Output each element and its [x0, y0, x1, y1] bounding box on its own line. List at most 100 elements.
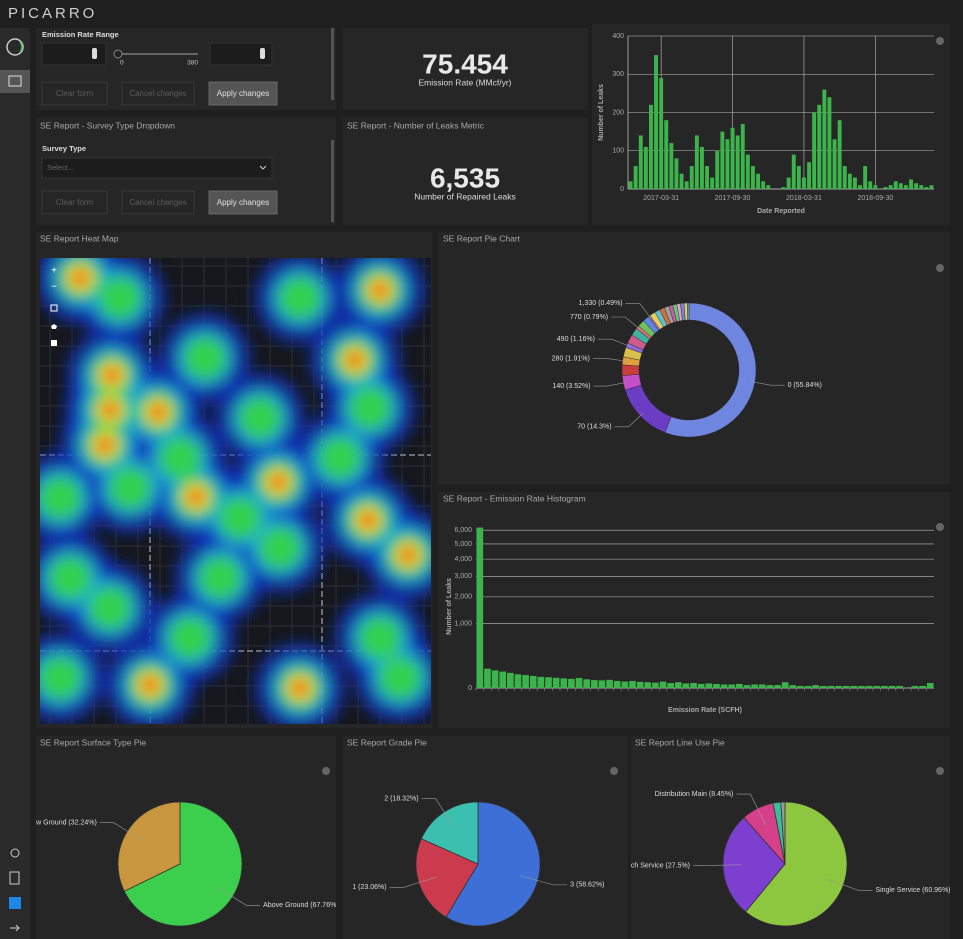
bar — [858, 685, 865, 688]
y-axis-title: Number of Leaks — [446, 578, 453, 635]
slice-label: Above Ground (67.76%) — [263, 902, 339, 909]
dashboard-icon[interactable] — [0, 70, 30, 93]
bar — [796, 166, 801, 189]
bar — [628, 181, 633, 189]
heat-blob — [347, 352, 363, 368]
bar — [888, 685, 896, 688]
bar — [863, 166, 868, 189]
button[interactable]: Clear form — [41, 81, 108, 106]
bar — [736, 683, 743, 688]
bar — [679, 173, 684, 189]
leader-line — [519, 875, 568, 886]
panel-title: SE Report Line Use Pie — [635, 737, 725, 747]
profile-icon[interactable] — [9, 897, 21, 909]
bar — [756, 173, 760, 189]
zoom-in[interactable]: + — [51, 266, 57, 277]
button[interactable]: Clear form — [41, 190, 108, 215]
bar — [904, 185, 908, 189]
y-tick-label: 2,000 — [454, 594, 472, 601]
panel-toggle[interactable] — [322, 767, 330, 775]
heat-blob — [97, 437, 113, 453]
slice-label: 1,330 (0.49%) — [579, 300, 623, 307]
leader-line — [216, 886, 261, 906]
dashboard-glyph — [8, 75, 22, 87]
user-icon[interactable] — [10, 848, 20, 858]
leader-line — [611, 316, 641, 330]
heat-blob — [89, 587, 131, 629]
min-input[interactable] — [41, 42, 107, 66]
heat-blob — [372, 282, 388, 298]
bar — [514, 674, 522, 688]
slice — [687, 302, 690, 321]
heat-blob — [319, 437, 361, 479]
heat-blob — [142, 677, 158, 693]
heat-blob — [199, 557, 241, 599]
button[interactable]: Cancel changes — [121, 190, 195, 215]
sidebar-logo[interactable] — [6, 38, 24, 56]
bar — [745, 154, 750, 189]
bar — [652, 682, 659, 688]
bar — [705, 683, 713, 688]
button[interactable]: Cancel changes — [121, 81, 195, 106]
heat-blob — [99, 277, 141, 319]
bar — [919, 685, 926, 688]
bar — [499, 671, 507, 688]
panel-toggle[interactable] — [936, 767, 944, 775]
panel-toggle[interactable] — [936, 264, 944, 272]
rect-tool[interactable] — [51, 340, 57, 346]
panel — [438, 492, 950, 728]
y-axis-title: Number of Leaks — [598, 84, 605, 141]
bar — [725, 139, 730, 189]
zoom-out[interactable]: − — [51, 282, 57, 293]
panel-toggle[interactable] — [936, 523, 944, 531]
bar — [896, 685, 903, 688]
chart-clip: Single Service (60.96%) Branch Service (2… — [631, 791, 950, 927]
heat-blob — [184, 337, 226, 379]
leader-line — [597, 338, 631, 347]
bar — [715, 150, 720, 189]
button[interactable]: Apply changes — [208, 81, 278, 106]
spinner[interactable] — [260, 48, 265, 59]
bar — [537, 676, 545, 688]
bar — [827, 97, 832, 189]
dropdown[interactable] — [41, 157, 273, 179]
bar — [761, 181, 766, 189]
heat-map[interactable] — [14, 232, 454, 734]
bar — [700, 146, 704, 189]
bar — [868, 181, 873, 189]
bar — [705, 166, 709, 189]
slice-label: Below Ground (32.24%) — [22, 820, 97, 827]
bar — [924, 187, 929, 189]
bar — [545, 677, 552, 688]
bar — [926, 683, 934, 688]
bar — [638, 135, 643, 189]
metric-label: Emission Rate (MMcf/yr) — [418, 77, 511, 87]
heat-blob — [349, 387, 391, 429]
leader-line — [99, 822, 144, 842]
button[interactable]: Apply changes — [208, 190, 278, 215]
bar — [812, 685, 819, 688]
slider-handle[interactable] — [113, 49, 123, 59]
panel-toggle[interactable] — [936, 37, 944, 45]
y-tick-label: 100 — [612, 148, 624, 155]
max-input[interactable] — [209, 42, 273, 66]
bar — [674, 682, 682, 688]
slice-label: 280 (1.91%) — [552, 355, 590, 362]
crop-tool[interactable] — [50, 304, 58, 312]
scrollbar[interactable] — [331, 140, 334, 222]
heat-blob — [239, 397, 281, 439]
bar — [664, 120, 669, 189]
button-label: Cancel changes — [129, 198, 186, 207]
collapse-icon[interactable] — [10, 924, 20, 932]
bar — [822, 89, 827, 189]
bar — [684, 181, 689, 189]
bar — [694, 135, 699, 189]
bar — [735, 135, 740, 189]
spinner[interactable] — [92, 48, 97, 59]
polygon-tool[interactable] — [51, 324, 57, 329]
panel-toggle[interactable] — [610, 767, 618, 775]
chart: 0 1,000 2,000 3,000 4,000 5,000 6,000 Number of… — [446, 527, 934, 714]
scrollbar[interactable] — [331, 28, 334, 100]
bar — [929, 185, 934, 189]
doc-icon[interactable] — [9, 871, 20, 885]
